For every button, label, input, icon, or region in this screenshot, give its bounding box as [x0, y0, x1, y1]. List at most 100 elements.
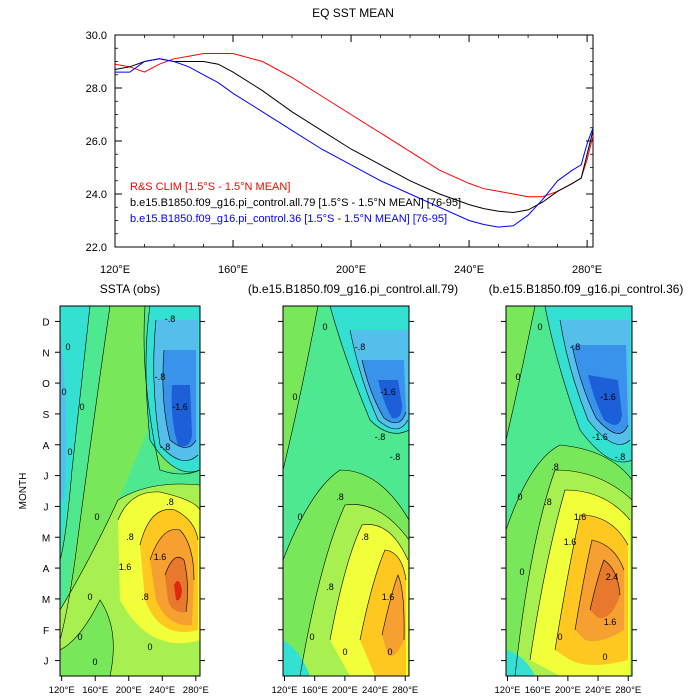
legend-entry-36: b.e15.B1850.f09_g16.pi_control.36 [1.5°S…	[130, 213, 447, 225]
month-tick-label: M	[42, 533, 50, 544]
x-tick-label-ctl36: 240°E	[585, 685, 611, 696]
line-chart-series	[114, 53, 594, 228]
contour-label-all79: .8	[336, 492, 344, 502]
hovmoller-panel-all79: (b.e15.B1850.f09_g16.pi_control.all.79)	[248, 282, 458, 696]
panel-frame-all79	[282, 305, 410, 677]
x-tick-label-all79: 240°E	[362, 685, 388, 696]
contour-fill-all79	[283, 306, 409, 676]
month-tick-label: A	[43, 441, 50, 452]
x-tick-label-obs: 160°E	[82, 685, 108, 696]
month-tick-label: N	[42, 348, 49, 359]
contour-label-all79: .8	[326, 582, 334, 592]
contour-label-obs: .8	[126, 532, 134, 542]
contour-label-obs: -1.6	[172, 402, 188, 412]
contour-label-obs: 0	[87, 592, 92, 602]
contour-label-all79: -.8	[355, 342, 366, 352]
x-tick-label: 120°E	[100, 264, 130, 276]
contour-label-all79: 0	[387, 647, 392, 657]
contour-label-ctl36: 0	[557, 632, 562, 642]
x-tick-label-ctl36: 200°E	[555, 685, 581, 696]
x-tick-label-all79: 160°E	[302, 685, 328, 696]
x-tick-label-ctl36: 160°E	[525, 685, 551, 696]
contour-labels-all79: 0 0 -.8 -1.6 -.8 -.8 0 .8 .8 .8 1.6 0 0 0	[292, 322, 400, 657]
month-tick-label: J	[44, 657, 49, 668]
month-axis-label: MONTH	[18, 473, 29, 510]
line-series-1	[114, 58, 594, 214]
contour-label-obs: 0	[92, 657, 97, 667]
month-tick-label: M	[42, 595, 50, 606]
contour-label-obs: -.8	[160, 442, 171, 452]
month-tick-label: J	[44, 502, 49, 513]
panel-frame-ctl36	[505, 305, 633, 677]
axes-ctl36: 120°E 160°E 200°E 240°E 280°E	[495, 320, 641, 696]
x-tick-label-obs: 240°E	[149, 685, 175, 696]
contour-label-obs: .8	[166, 497, 174, 507]
contour-label-obs: 0	[61, 387, 66, 397]
contour-label-all79: 0	[309, 632, 314, 642]
y-tick-label: 24.0	[86, 189, 107, 201]
y-tick-label: 26.0	[86, 136, 107, 148]
month-tick-label: F	[43, 626, 49, 637]
line-chart: EQ SST MEAN 120°E 160°E 200°E 240°E 280°E 22.…	[86, 6, 603, 276]
contour-label-ctl36: -.8	[570, 342, 581, 352]
line-chart-title: EQ SST MEAN	[312, 6, 394, 20]
contour-label-obs: -.8	[155, 372, 166, 382]
contour-label-ctl36: -.8	[615, 452, 626, 462]
month-tick-label: S	[43, 410, 50, 421]
panel-title-obs: SSTA (obs)	[100, 282, 160, 296]
x-tick-label: 240°E	[454, 264, 484, 276]
contour-label-ctl36: 1.6	[574, 512, 587, 522]
contour-label-all79: .8	[361, 532, 369, 542]
month-tick-label: D	[42, 317, 49, 328]
contour-label-all79: -.8	[390, 452, 401, 462]
contour-label-ctl36: 0	[517, 492, 522, 502]
contour-label-all79: 0	[322, 322, 327, 332]
x-tick-label-obs: 200°E	[116, 685, 142, 696]
contour-label-ctl36: -1.6	[600, 392, 616, 402]
contour-label-ctl36: 2.4	[606, 572, 619, 582]
hovmoller-panel-obs: SSTA (obs)	[18, 282, 209, 696]
x-tick-label: 160°E	[218, 264, 248, 276]
contour-labels-ctl36: 0 0 -.8 -1.6 -1.6 -.8 0 .8 .8 1.6 1.6 2.4 1.6 0 0 0	[515, 322, 625, 662]
contour-label-obs: .8	[141, 592, 149, 602]
legend-entry-obs: R&S CLIM [1.5°S - 1.5°N MEAN]	[130, 181, 290, 193]
contour-label-ctl36: 0	[602, 652, 607, 662]
contour-label-obs: 0	[94, 512, 99, 522]
contour-label-obs: 0	[77, 632, 82, 642]
contour-labels-obs: 0 0 0 0 0 -.8 -.8 -1.6 -.8 .8 .8 1.6 1.6 .8 0 0 0 0	[61, 314, 187, 667]
x-tick-label-obs: 120°E	[49, 685, 75, 696]
x-tick-label-obs: 280°E	[183, 685, 209, 696]
contour-label-obs: -.8	[165, 314, 176, 324]
contour-label-all79: 0	[342, 647, 347, 657]
panel-title-all79: (b.e15.B1850.f09_g16.pi_control.all.79)	[248, 282, 458, 296]
contour-fill-ctl36	[506, 306, 632, 676]
x-tick-label: 280°E	[572, 264, 602, 276]
contour-label-ctl36: 0	[515, 372, 520, 382]
line-series-2	[115, 58, 594, 228]
contour-label-all79: 0	[292, 392, 297, 402]
contour-label-obs: 0	[147, 642, 152, 652]
x-tick-label-ctl36: 280°E	[615, 685, 641, 696]
y-tick-label: 30.0	[86, 30, 107, 42]
x-tick-label-all79: 280°E	[392, 685, 418, 696]
contour-label-ctl36: .8	[544, 497, 552, 507]
contour-fill-obs	[60, 306, 200, 676]
contour-label-all79: 0	[297, 512, 302, 522]
contour-label-obs: 0	[79, 402, 84, 412]
month-tick-label: O	[42, 379, 50, 390]
panel-frame-obs	[59, 305, 201, 677]
contour-label-ctl36: 0	[519, 567, 524, 577]
y-tick-label: 22.0	[86, 242, 107, 254]
panel-title-ctl36: (b.e15.B1850.f09_g16.pi_control.36)	[489, 282, 684, 296]
legend-entry-all79: b.e15.B1850.f09_g16.pi_control.all.79 [1…	[130, 197, 461, 209]
contour-label-all79: 1.6	[382, 592, 395, 602]
hovmoller-panel-ctl36: (b.e15.B1850.f09_g16.pi_control.36)	[489, 282, 684, 696]
y-tick-label: 28.0	[86, 83, 107, 95]
x-tick-label-ctl36: 120°E	[495, 685, 521, 696]
contour-label-obs: 1.6	[154, 552, 167, 562]
contour-label-obs: 1.6	[119, 562, 132, 572]
contour-label-ctl36: 0	[537, 322, 542, 332]
line-chart-legend: R&S CLIM [1.5°S - 1.5°N MEAN] b.e15.B185…	[130, 181, 461, 225]
contour-label-ctl36: 1.6	[604, 617, 617, 627]
